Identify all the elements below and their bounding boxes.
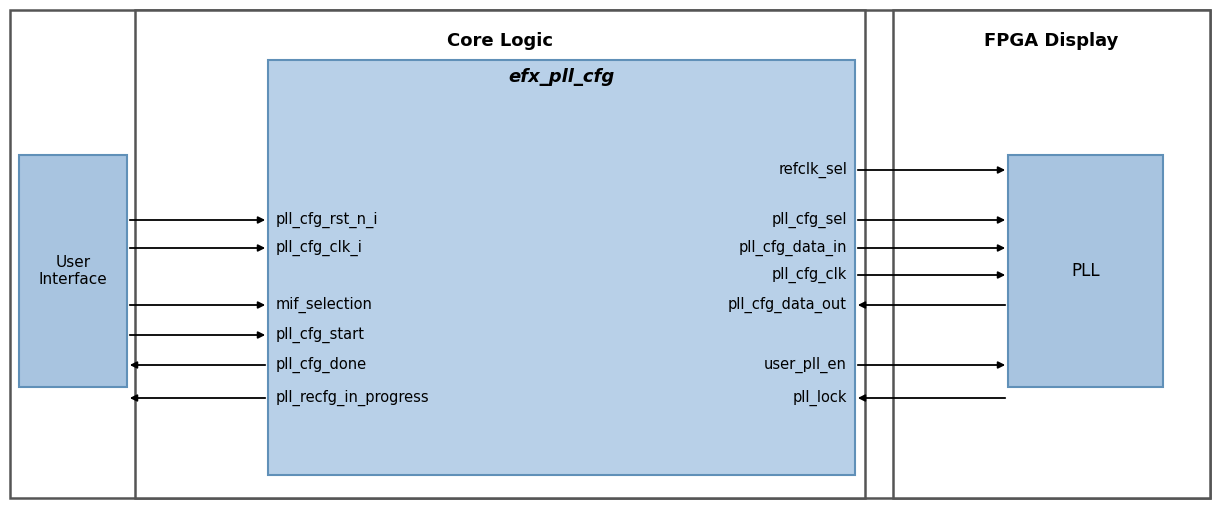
Bar <box>1009 155 1162 387</box>
Text: pll_cfg_start: pll_cfg_start <box>276 327 365 343</box>
Bar <box>893 10 1210 498</box>
Text: pll_cfg_clk: pll_cfg_clk <box>772 267 847 283</box>
Text: pll_cfg_sel: pll_cfg_sel <box>772 212 847 228</box>
Text: pll_lock: pll_lock <box>792 390 847 406</box>
Text: FPGA Display: FPGA Display <box>984 32 1118 50</box>
Text: Core Logic: Core Logic <box>447 32 553 50</box>
Bar <box>136 10 864 498</box>
Text: User
Interface: User Interface <box>39 255 107 287</box>
Text: pll_cfg_clk_i: pll_cfg_clk_i <box>276 240 363 256</box>
Text: efx_pll_cfg: efx_pll_cfg <box>508 68 614 86</box>
Text: user_pll_en: user_pll_en <box>764 357 847 373</box>
Text: refclk_sel: refclk_sel <box>778 162 847 178</box>
Text: mif_selection: mif_selection <box>276 297 372 313</box>
Text: pll_cfg_rst_n_i: pll_cfg_rst_n_i <box>276 212 379 228</box>
Text: pll_cfg_data_in: pll_cfg_data_in <box>739 240 847 256</box>
Bar <box>267 60 855 475</box>
Text: pll_cfg_data_out: pll_cfg_data_out <box>728 297 847 313</box>
Text: PLL: PLL <box>1071 262 1100 280</box>
Text: pll_cfg_done: pll_cfg_done <box>276 357 368 373</box>
Text: pll_recfg_in_progress: pll_recfg_in_progress <box>276 390 430 406</box>
Bar <box>20 155 127 387</box>
